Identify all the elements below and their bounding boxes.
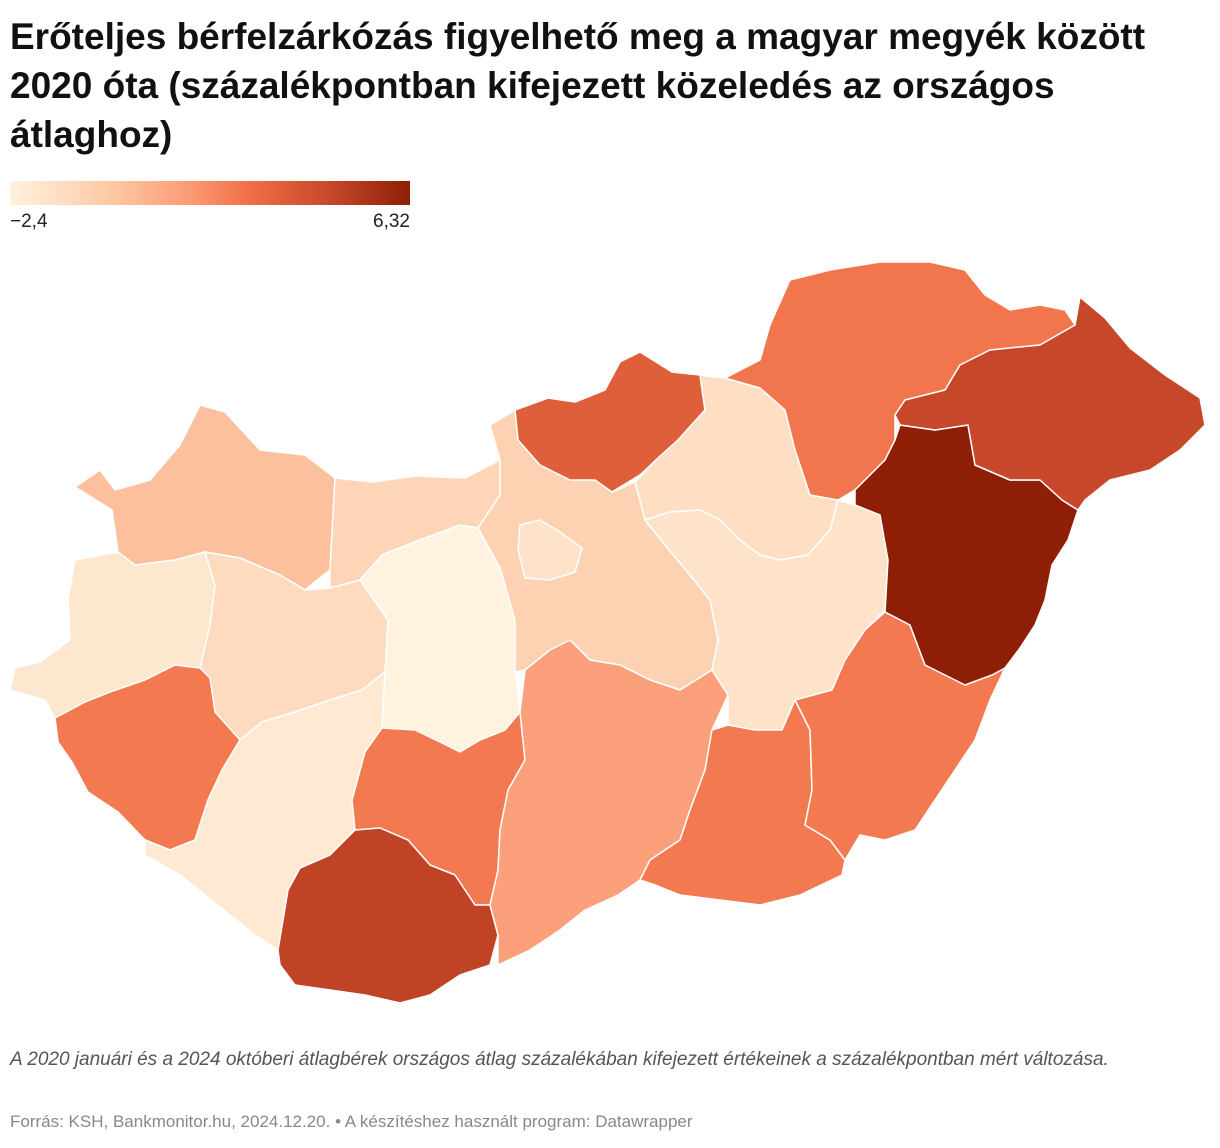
color-legend: −2,4 6,32 [10, 181, 410, 237]
legend-gradient-bar [10, 181, 410, 205]
legend-min-label: −2,4 [10, 211, 48, 232]
chart-source: Forrás: KSH, Bankmonitor.hu, 2024.12.20.… [10, 1112, 693, 1131]
county-map [9, 261, 1206, 1004]
legend-labels: −2,4 6,32 [10, 211, 410, 237]
county-szabolcs-szatmar-bereg[interactable] [894, 296, 1206, 511]
chart-notes: A 2020 januári és a 2024 októberi átlagb… [10, 1049, 1109, 1070]
legend-max-label: 6,32 [373, 211, 410, 232]
county-bekes[interactable] [794, 611, 1006, 861]
county-budapest[interactable] [517, 519, 583, 581]
chart-title: Erőteljes bérfelzárkózás figyelhető meg … [10, 16, 1146, 155]
county-csongrad-csanad[interactable] [639, 699, 846, 906]
